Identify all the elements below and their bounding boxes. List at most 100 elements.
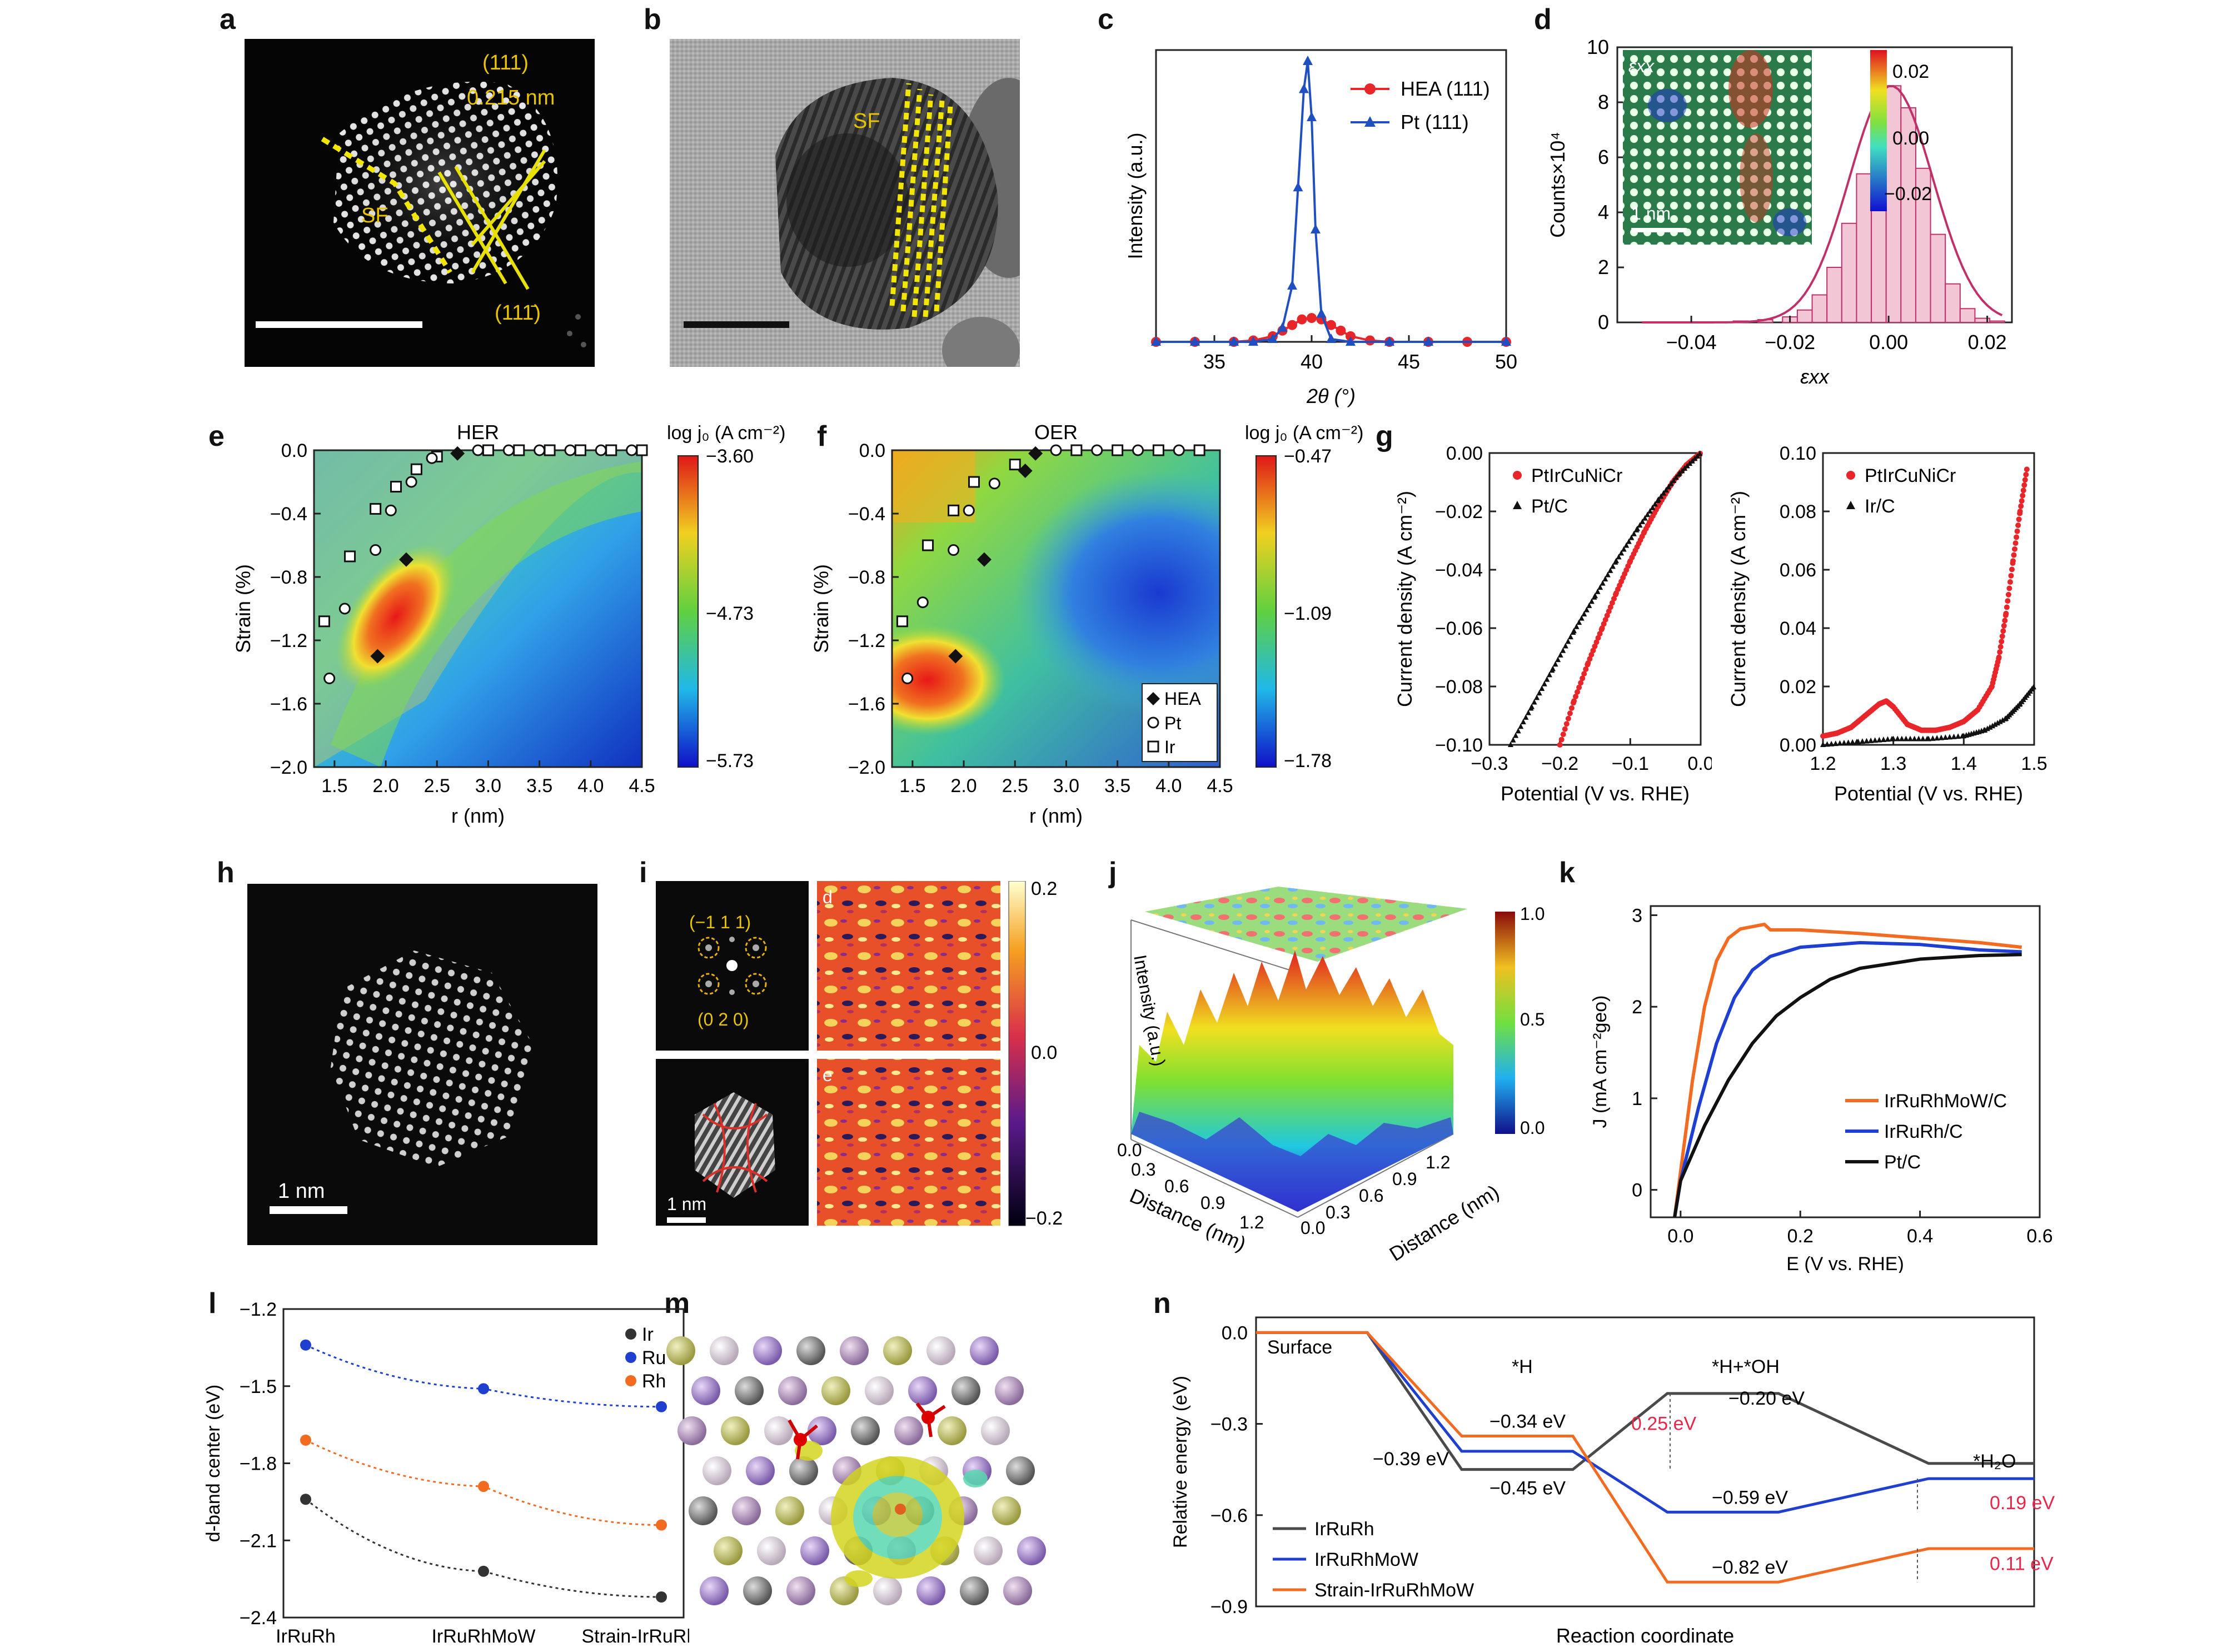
atom — [840, 1336, 869, 1365]
data-point — [2005, 591, 2011, 598]
data-point — [1876, 737, 1882, 743]
y-tick-label: −2.0 — [270, 757, 307, 778]
y-tick-label: 0.00 — [1780, 735, 1816, 756]
data-point — [1595, 635, 1601, 641]
legend-label: PtIrCuNiCr — [1865, 465, 1956, 486]
data-point — [1845, 739, 1851, 745]
data-point — [1599, 625, 1605, 631]
panel-b-tem-image: SF — [670, 39, 1020, 367]
data-point — [1635, 525, 1640, 531]
gaussian-fit — [1642, 85, 2003, 324]
ir-marker — [410, 463, 422, 475]
atom — [796, 1336, 825, 1365]
x-tick: 0.6 — [1164, 1176, 1189, 1196]
data-point — [1573, 623, 1580, 629]
data-point — [1592, 643, 1598, 649]
data-point — [1626, 538, 1632, 544]
legend-label: IrRuRh/C — [1884, 1121, 1963, 1142]
data-point — [1602, 576, 1608, 582]
data-point — [478, 1565, 489, 1577]
data-point — [1602, 616, 1608, 623]
barrier-label: 0.25 eV — [1631, 1414, 1697, 1435]
y-tick-label: −0.08 — [1435, 676, 1483, 698]
state-label: *H — [1512, 1356, 1533, 1377]
ir-marker — [370, 502, 382, 515]
scale-bar — [270, 1206, 347, 1214]
data-point — [1588, 651, 1595, 658]
y-tick-label: 0.06 — [1780, 560, 1816, 581]
atom — [974, 1536, 1003, 1565]
data-point — [1346, 331, 1356, 341]
panel-letter-a: a — [220, 3, 236, 36]
atom — [960, 1576, 989, 1605]
data-point — [1631, 530, 1637, 536]
data-point — [1997, 644, 2004, 650]
data-point — [1837, 740, 1843, 746]
energy-path-0 — [1256, 1331, 2034, 1471]
y-tick-label: −2.4 — [240, 1608, 277, 1629]
data-point — [2008, 573, 2014, 579]
x-tick-label: −0.02 — [1765, 331, 1815, 354]
legend-label: IrRuRhMoW/C — [1884, 1091, 2007, 1112]
data-point — [1571, 628, 1577, 634]
pt-marker — [534, 444, 546, 456]
histogram-bar — [1826, 267, 1842, 323]
panel-n-chart: 0.0 −0.3 −0.6 −0.9 Reaction coordinate Relati… — [1170, 1316, 2055, 1647]
ir-marker — [574, 444, 586, 456]
data-point — [1423, 336, 1433, 346]
data-point — [1307, 313, 1317, 324]
data-point — [1999, 639, 2005, 645]
data-point — [1673, 474, 1679, 480]
y-tick-label: −1.8 — [240, 1454, 277, 1475]
pt-marker — [916, 596, 929, 609]
heatmap-field — [892, 450, 1220, 767]
data-point — [1581, 671, 1587, 677]
data-point — [1637, 522, 1643, 528]
state-label: *H+*OH — [1712, 1356, 1780, 1377]
colorbar — [1495, 912, 1515, 1134]
data-point — [1640, 518, 1646, 524]
data-point — [1597, 584, 1603, 590]
data-point — [1541, 680, 1547, 686]
atom — [992, 1496, 1021, 1525]
data-point — [1955, 733, 1961, 739]
data-point — [2020, 487, 2026, 494]
y-tick-label: 6 — [1598, 146, 1609, 168]
colorbar — [1008, 881, 1026, 1226]
data-point — [1287, 280, 1297, 290]
cbar-tick: −1.78 — [1284, 750, 1332, 772]
data-point — [1645, 511, 1651, 518]
y-tick-label: 3 — [1632, 905, 1642, 926]
data-point — [1642, 515, 1648, 521]
heatmap-band — [331, 461, 642, 767]
data-point — [1583, 606, 1590, 613]
energy-annotation: −0.20 eV — [1728, 1388, 1805, 1409]
x-tick-label: −0.04 — [1666, 331, 1717, 354]
data-point — [1560, 732, 1566, 738]
panel-g-oer-chart: 1.2 1.3 1.4 1.5 0.00 0.02 0.04 0.06 0.08 0.10 Pote… — [1727, 443, 2047, 805]
stacking-fault-label: SF — [361, 204, 388, 227]
legend-label: PtIrCuNiCr — [1531, 465, 1622, 486]
data-point — [1872, 737, 1878, 743]
data-point — [1384, 336, 1394, 346]
panel-letter-b: b — [644, 3, 661, 36]
pt-marker — [626, 444, 638, 456]
data-point — [1565, 638, 1571, 644]
data-point — [1850, 739, 1856, 745]
legend-label: IrRuRhMoW — [1314, 1549, 1418, 1570]
histogram-bar — [1796, 309, 1813, 324]
x-tick: 0.3 — [1131, 1160, 1155, 1180]
x-tick-label: 2.5 — [424, 775, 450, 797]
atom — [721, 1416, 750, 1445]
data-point — [1571, 698, 1577, 704]
data-point — [1557, 742, 1563, 748]
data-point — [478, 1383, 489, 1395]
y-tick-label: 0 — [1632, 1180, 1642, 1201]
panel-g-her-chart: −0.3 −0.2 −0.1 0.0 0.00 −0.02 −0.04 −0.06 −0.08 −… — [1393, 443, 1712, 805]
atom — [757, 1536, 786, 1565]
legend-marker — [1364, 83, 1376, 94]
data-point — [1590, 648, 1596, 654]
ir-marker — [896, 615, 908, 628]
data-point — [2006, 585, 2012, 591]
strain-map-d-label: d — [823, 887, 833, 907]
